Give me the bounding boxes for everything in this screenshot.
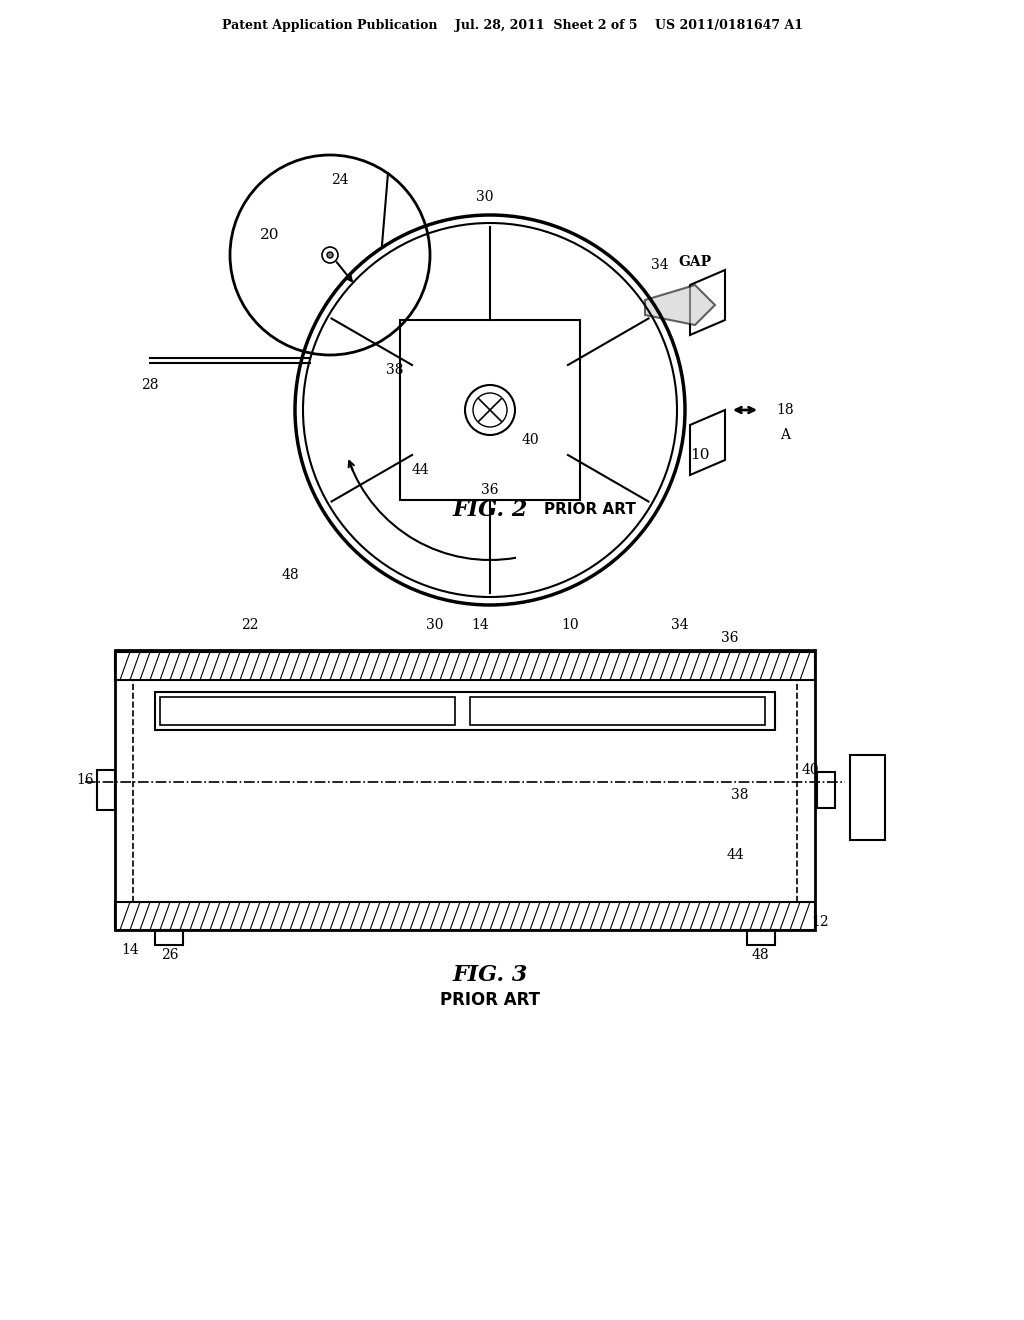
Circle shape: [327, 252, 333, 257]
Text: FIG. 2: FIG. 2: [453, 499, 527, 521]
Text: 14: 14: [121, 942, 139, 957]
Bar: [470, 697, 765, 725]
Text: 16: 16: [76, 774, 94, 787]
Bar: [115, 649, 815, 931]
Text: 44: 44: [411, 463, 429, 477]
Text: 18: 18: [776, 403, 794, 417]
Text: Patent Application Publication    Jul. 28, 2011  Sheet 2 of 5    US 2011/0181647: Patent Application Publication Jul. 28, …: [221, 18, 803, 32]
Polygon shape: [690, 411, 725, 475]
Text: 38: 38: [386, 363, 403, 378]
Text: A: A: [780, 428, 790, 442]
Text: 34: 34: [651, 257, 669, 272]
Text: 36: 36: [721, 631, 738, 645]
Polygon shape: [645, 285, 715, 325]
Text: 48: 48: [282, 568, 299, 582]
Bar: [400, 319, 580, 500]
Bar: [817, 772, 835, 808]
Bar: [160, 697, 455, 725]
Text: GAP: GAP: [679, 255, 712, 269]
Text: 20: 20: [260, 228, 280, 242]
Text: 30: 30: [426, 618, 443, 632]
Text: 14: 14: [471, 618, 488, 632]
Bar: [115, 902, 815, 931]
Text: PRIOR ART: PRIOR ART: [544, 503, 636, 517]
Text: 34: 34: [671, 618, 689, 632]
Bar: [746, 931, 775, 945]
Text: 12: 12: [811, 915, 828, 929]
Text: FIG. 3: FIG. 3: [453, 964, 527, 986]
Text: 36: 36: [481, 483, 499, 498]
Text: 28: 28: [141, 378, 159, 392]
Text: 44: 44: [726, 847, 743, 862]
Text: 24: 24: [331, 173, 349, 187]
Text: 48: 48: [752, 948, 769, 962]
Bar: [155, 931, 183, 945]
Text: 38: 38: [731, 788, 749, 803]
Text: 30: 30: [476, 190, 494, 205]
Text: PRIOR ART: PRIOR ART: [440, 991, 540, 1008]
Bar: [155, 692, 775, 730]
Text: 40: 40: [801, 763, 819, 777]
Polygon shape: [690, 271, 725, 335]
Bar: [97, 770, 115, 810]
Text: 40: 40: [521, 433, 539, 447]
Text: 10: 10: [690, 447, 710, 462]
Text: 22: 22: [242, 618, 259, 632]
Bar: [115, 652, 815, 680]
Text: 26: 26: [161, 948, 179, 962]
Bar: [850, 755, 885, 840]
Text: 10: 10: [561, 618, 579, 632]
